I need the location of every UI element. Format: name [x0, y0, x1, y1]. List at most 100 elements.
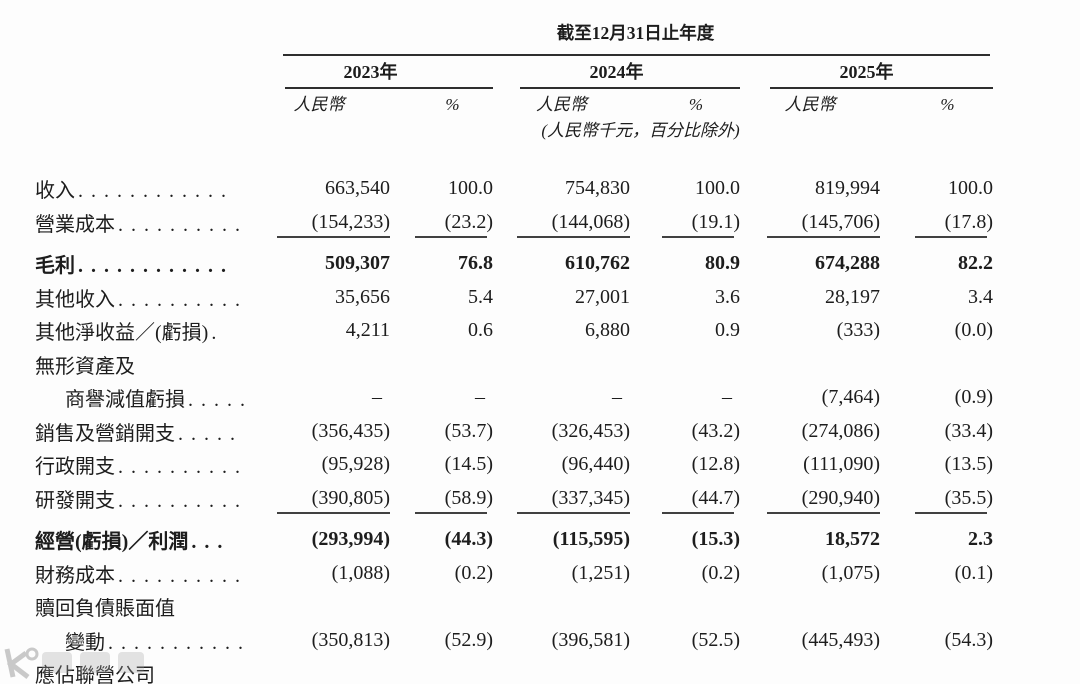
value-text: (293,994) — [311, 528, 390, 551]
cell-value: 27,001 — [493, 281, 630, 315]
table-row: 贖回負債賬面值 — [35, 590, 993, 624]
cell-value — [248, 657, 390, 684]
cell-value: (23.2) — [390, 206, 493, 240]
value-text: (290,940) — [801, 486, 880, 509]
cell-value: (52.9) — [390, 624, 493, 658]
cell-value: (154,233) — [248, 206, 390, 240]
cell-value: (144,068) — [493, 206, 630, 240]
dot-leader: ........... — [108, 631, 248, 654]
row-label: 收入............ — [35, 174, 248, 203]
value-text: (17.8) — [944, 210, 993, 233]
value-text: (115,595) — [552, 528, 630, 551]
value-text: (7,464) — [821, 386, 880, 409]
total-rule — [662, 512, 734, 514]
dot-leader: ..... — [188, 389, 248, 412]
cell-value: 3.6 — [630, 281, 740, 315]
cell-value: (274,086) — [740, 415, 880, 449]
value-text: (54.3) — [944, 628, 993, 651]
subheader-currency: 人民幣 — [784, 95, 836, 114]
cell-value — [740, 348, 880, 382]
row-label: 贖回負債賬面值 — [35, 592, 248, 621]
cell-value: (0.1) — [880, 557, 993, 591]
cell-value — [880, 348, 993, 382]
cell-value — [390, 348, 493, 382]
cell-value: (290,940) — [740, 482, 880, 516]
table-row: 收入............ 663,540 100.0 754,830 100.0 81… — [35, 172, 993, 206]
value-text: (326,453) — [551, 419, 630, 442]
subheader-currency: 人民幣 — [293, 95, 345, 114]
row-label-text: 行政開支 — [35, 456, 115, 479]
cell-value: (1,075) — [740, 557, 880, 591]
table-row: 無形資產及 — [35, 348, 993, 382]
year-rule — [285, 87, 493, 89]
value-text: (52.5) — [691, 628, 740, 651]
row-label: 行政開支.......... — [35, 450, 248, 479]
value-text: (350,813) — [311, 628, 390, 651]
unit-note: (人民幣千元，百分比除外) — [541, 121, 740, 140]
value-text: (0.9) — [954, 386, 993, 409]
total-rule — [767, 236, 880, 238]
value-text: (95,928) — [321, 453, 390, 476]
cell-value: (13.5) — [880, 448, 993, 482]
cell-value: (326,453) — [493, 415, 630, 449]
value-text: 674,288 — [815, 252, 880, 275]
cell-value: (43.2) — [630, 415, 740, 449]
cell-value: 0.9 — [630, 314, 740, 348]
value-text: (144,068) — [551, 210, 630, 233]
value-text: 27,001 — [575, 285, 630, 308]
value-text: 82.2 — [958, 252, 993, 275]
total-rule — [517, 512, 630, 514]
row-label-text: 毛利 — [35, 255, 75, 278]
cell-value: (1,088) — [248, 557, 390, 591]
cell-value: 28,197 — [740, 281, 880, 315]
value-text: 100.0 — [948, 177, 993, 200]
value-text: (1,088) — [331, 561, 390, 584]
value-text: 819,994 — [815, 177, 880, 200]
value-text: (52.9) — [444, 628, 493, 651]
cell-value: (115,595) — [493, 523, 630, 557]
value-text: 0.9 — [715, 319, 740, 342]
table-row: 商譽減值虧損..... – – – – (7,464) (0.9) — [35, 381, 993, 415]
row-label-text: 變動 — [65, 631, 105, 654]
watermark-smudge — [80, 652, 110, 673]
value-text: (35.5) — [944, 486, 993, 509]
cell-value: – — [630, 381, 740, 415]
row-label-text: 研發開支 — [35, 489, 115, 512]
cell-value: 3.4 — [880, 281, 993, 315]
value-text: (356,435) — [311, 419, 390, 442]
row-label: 商譽減值虧損..... — [35, 383, 248, 412]
value-text: 2.3 — [968, 528, 993, 551]
value-text: – — [372, 386, 382, 409]
watermark-smudge — [118, 652, 144, 673]
row-label: 財務成本.......... — [35, 559, 248, 588]
row-label: 營業成本.......... — [35, 208, 248, 237]
cell-value: (52.5) — [630, 624, 740, 658]
table-row: 經營(虧損)／利潤... (293,994) (44.3) (115,595) (15.… — [35, 523, 993, 557]
value-text: – — [612, 386, 622, 409]
table-row: 營業成本.......... (154,233) (23.2) (144,068) (1… — [35, 206, 993, 240]
row-label: 應佔聯營公司 — [35, 659, 248, 684]
subheader-percent: % — [940, 95, 955, 114]
row-label: 無形資產及 — [35, 350, 248, 379]
year-rule — [770, 87, 993, 89]
value-text: (154,233) — [311, 210, 390, 233]
row-label: 銷售及營銷開支..... — [35, 417, 248, 446]
cell-value: 663,540 — [248, 172, 390, 206]
cell-value: 819,994 — [740, 172, 880, 206]
value-text: 76.8 — [458, 252, 493, 275]
value-text: (333) — [836, 319, 880, 342]
cell-value: 0.6 — [390, 314, 493, 348]
cell-value: (44.7) — [630, 482, 740, 516]
cell-value: (445,493) — [740, 624, 880, 658]
cell-value: (19.1) — [630, 206, 740, 240]
cell-value: (96,440) — [493, 448, 630, 482]
table-row: 其他收入.......... 35,656 5.4 27,001 3.6 28,197 3.… — [35, 281, 993, 315]
cell-value: (333) — [740, 314, 880, 348]
total-rule — [277, 512, 390, 514]
value-text: 754,830 — [565, 177, 630, 200]
table-top-rule — [283, 54, 990, 56]
value-text: (13.5) — [944, 453, 993, 476]
cell-value: – — [493, 381, 630, 415]
cell-value — [740, 657, 880, 684]
